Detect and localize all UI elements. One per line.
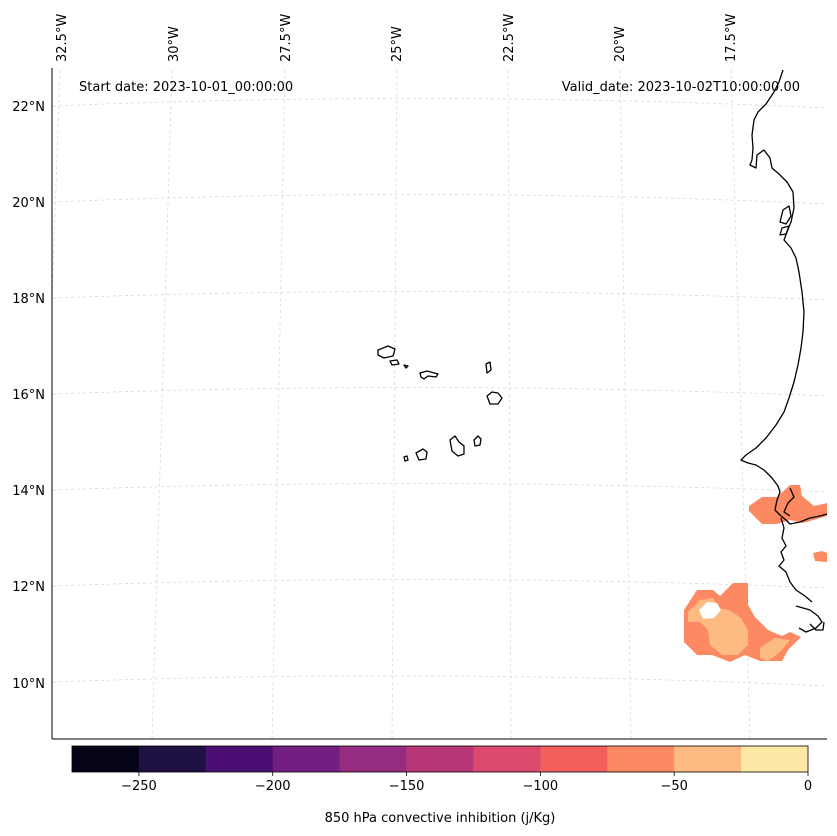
colorbar-swatch [607, 746, 675, 772]
cin-patch-east-small [760, 638, 790, 661]
island-maio [473, 435, 482, 447]
colorbar-swatch [406, 746, 474, 772]
island-sao-nicolau [419, 370, 439, 380]
lat-label-20n: 20°N [12, 196, 45, 211]
colorbar-tick-label: −100 [523, 779, 559, 794]
coast-detail-5 [779, 205, 792, 225]
colorbar: −250 −200 −150 −100 −50 0 [71, 745, 812, 794]
colorbar-swatch [473, 746, 541, 772]
lon-label-22-5w: 22.5°W [502, 14, 517, 62]
island-brava [403, 455, 409, 462]
african-coastline [740, 69, 828, 525]
coast-detail-3 [795, 605, 823, 633]
lon-label-20w: 20°W [613, 26, 628, 62]
lat-label-10n: 10°N [12, 677, 45, 692]
colorbar-tick-label: −250 [121, 779, 157, 794]
lat-label-14n: 14°N [12, 484, 45, 499]
colorbar-swatch [741, 746, 809, 772]
coast-detail-1 [778, 517, 813, 603]
cin-hole-white [699, 602, 721, 619]
gridlines [51, 69, 828, 740]
colorbar-swatch [205, 746, 274, 772]
colorbar-swatch [674, 746, 742, 772]
island-sao-vicente [389, 359, 400, 366]
coastlines [377, 69, 828, 633]
colorbar-swatch [138, 746, 207, 772]
island-santo-antao [377, 345, 396, 359]
colorbar-tick-label: −200 [255, 779, 291, 794]
lat-label-22n: 22°N [12, 100, 45, 115]
colorbar-swatch [72, 746, 140, 772]
island-santiago [449, 435, 465, 457]
coast-detail-2 [783, 487, 795, 517]
coast-detail-4 [809, 621, 825, 631]
lon-label-17-5w: 17.5°W [724, 14, 739, 62]
lat-label-12n: 12°N [12, 580, 45, 595]
coast-detail-6 [779, 225, 790, 236]
lon-label-27-5w: 27.5°W [279, 14, 294, 62]
lon-labels: 32.5°W 30°W 27.5°W 25°W 22.5°W 20°W 17.5… [55, 14, 739, 62]
island-fogo [415, 448, 428, 461]
cin-patch-coast-edge [813, 551, 827, 562]
lat-labels: 22°N 20°N 18°N 16°N 14°N 12°N 10°N [12, 100, 45, 692]
lat-label-18n: 18°N [12, 292, 45, 307]
colorbar-border [71, 745, 809, 773]
colorbar-tick-label: 0 [804, 779, 812, 794]
island-boa-vista [486, 391, 503, 405]
colorbar-tick-label: −50 [660, 779, 687, 794]
island-santa-luzia [403, 364, 409, 369]
start-date-label: Start date: 2023-10-01_00:00:00 [79, 80, 293, 95]
lat-label-16n: 16°N [12, 388, 45, 403]
colorbar-swatch [339, 746, 408, 772]
colorbar-tick-label: −150 [389, 779, 425, 794]
lon-label-30w: 30°W [167, 26, 182, 62]
lon-label-32-5w: 32.5°W [55, 14, 70, 62]
colorbar-swatch [272, 746, 341, 772]
island-sal [485, 361, 492, 374]
lon-label-25w: 25°W [390, 26, 405, 62]
valid-date-label: Valid_date: 2023-10-02T10:00:00.00 [562, 80, 800, 95]
colorbar-swatch [540, 746, 608, 772]
colorbar-label: 850 hPa convective inhibition (j/Kg) [325, 811, 556, 826]
